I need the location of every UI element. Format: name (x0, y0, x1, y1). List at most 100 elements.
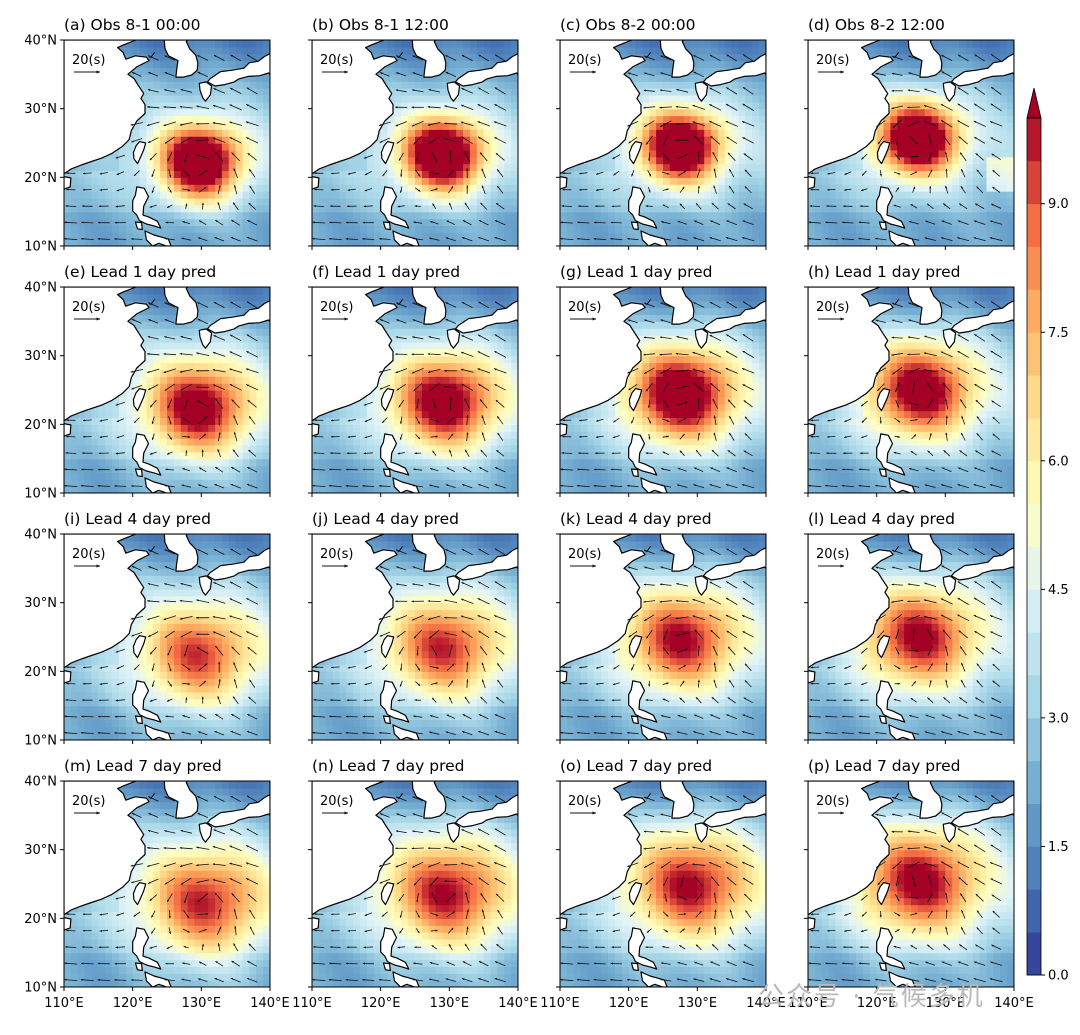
wind-vector (742, 301, 754, 309)
wind-vector (378, 237, 391, 240)
land-5 (560, 176, 568, 190)
wind-vector (726, 383, 738, 392)
wind-vector (130, 731, 143, 735)
wind-vector (362, 484, 375, 487)
wind-vector (229, 368, 243, 373)
wind-vector (246, 483, 258, 489)
wind-vector (197, 169, 208, 177)
wind-vector (692, 351, 706, 357)
panel-title: (h) Lead 1 day pred (808, 263, 960, 281)
wind-vector (131, 385, 143, 390)
wind-vector (431, 151, 438, 163)
wind-vector (229, 137, 242, 144)
wind-vector (693, 382, 704, 392)
land-8 (134, 468, 143, 478)
wind-vector (229, 104, 242, 111)
wind-vector (165, 221, 175, 224)
wind-vector (214, 236, 225, 242)
wind-vector (809, 451, 821, 455)
wind-vector (64, 484, 78, 487)
wind-vector (696, 168, 701, 178)
wind-vector (246, 384, 259, 391)
map-panel-g: 20(s) (g) Lead 1 day pred (556, 263, 767, 497)
wind-vector (928, 169, 933, 178)
wind-vector (990, 103, 1002, 112)
wind-vector (874, 484, 887, 488)
wind-vector (412, 55, 424, 61)
wind-vector (147, 336, 159, 340)
wind-vector (692, 104, 706, 110)
land-2 (454, 287, 518, 334)
wind-vector (413, 383, 423, 392)
panel-frame (807, 39, 1015, 247)
land-5 (808, 423, 816, 437)
wind-vector (396, 136, 406, 144)
panel-title: (c) Obs 8-2 00:00 (560, 16, 696, 34)
wind-vector (363, 401, 373, 406)
wind-vector (660, 302, 672, 308)
wind-vector (989, 237, 1003, 242)
wind-vector (744, 433, 752, 441)
wind-vector (643, 72, 655, 77)
land-7 (392, 477, 420, 493)
wind-vector (400, 416, 403, 425)
colorbar-level (1027, 932, 1041, 976)
wind-vector (249, 432, 256, 441)
wind-vector (727, 203, 736, 210)
wind-vector (660, 319, 672, 324)
wind-vector (428, 136, 440, 145)
wind-vector (217, 184, 221, 195)
wind-vector (709, 104, 722, 111)
wind-vector (461, 301, 473, 308)
wind-vector (577, 221, 590, 224)
colorbar-level (1027, 289, 1041, 333)
wind-vector (249, 185, 256, 194)
wind-vector (115, 205, 125, 208)
wind-vector (328, 468, 342, 471)
wind-vector (593, 484, 606, 487)
wind-vector (976, 186, 984, 194)
map-panel-i: 20(s) (i) Lead 4 day pred 10°N 20°N 30°N 40°N (24, 510, 271, 749)
wind-vector (896, 135, 899, 146)
wind-vector (196, 154, 210, 159)
land-4 (132, 140, 147, 165)
wind-vector (182, 221, 191, 225)
wind-vector (397, 205, 405, 208)
wind-vector (610, 484, 623, 487)
reference-vector-label: 20(s) (72, 547, 105, 562)
wind-vector (957, 220, 969, 225)
wind-vector (432, 203, 437, 210)
wind-vector (198, 416, 208, 425)
wind-vector (907, 89, 920, 92)
wind-vector (891, 72, 903, 76)
wind-vector (233, 415, 238, 426)
wind-vector (709, 334, 721, 342)
wind-vector (924, 88, 937, 94)
wind-vector (957, 237, 970, 242)
wind-vector (675, 122, 689, 126)
wind-vector (495, 202, 505, 210)
wind-vector (215, 466, 224, 473)
wind-vector (743, 203, 753, 210)
y-tick-label: 40°N (24, 34, 57, 49)
wind-vector (446, 467, 455, 472)
wind-vector (428, 89, 441, 93)
wind-vector (940, 103, 953, 111)
reference-vector-label: 20(s) (320, 300, 353, 315)
wind-vector (231, 152, 240, 162)
wind-vector (214, 483, 225, 489)
wind-vector (185, 697, 188, 703)
wind-vector (894, 435, 901, 438)
wind-vector (742, 54, 754, 62)
wind-vector (313, 452, 325, 455)
wind-vector (648, 186, 651, 193)
wind-vector (181, 416, 191, 424)
wind-vector (648, 399, 651, 409)
reference-vector-label: 20(s) (568, 547, 601, 562)
wind-vector (742, 350, 754, 358)
panel-frame (311, 286, 519, 494)
wind-vector (910, 171, 918, 176)
land-3 (198, 328, 213, 349)
land-4 (876, 140, 891, 165)
wind-vector (447, 433, 454, 441)
